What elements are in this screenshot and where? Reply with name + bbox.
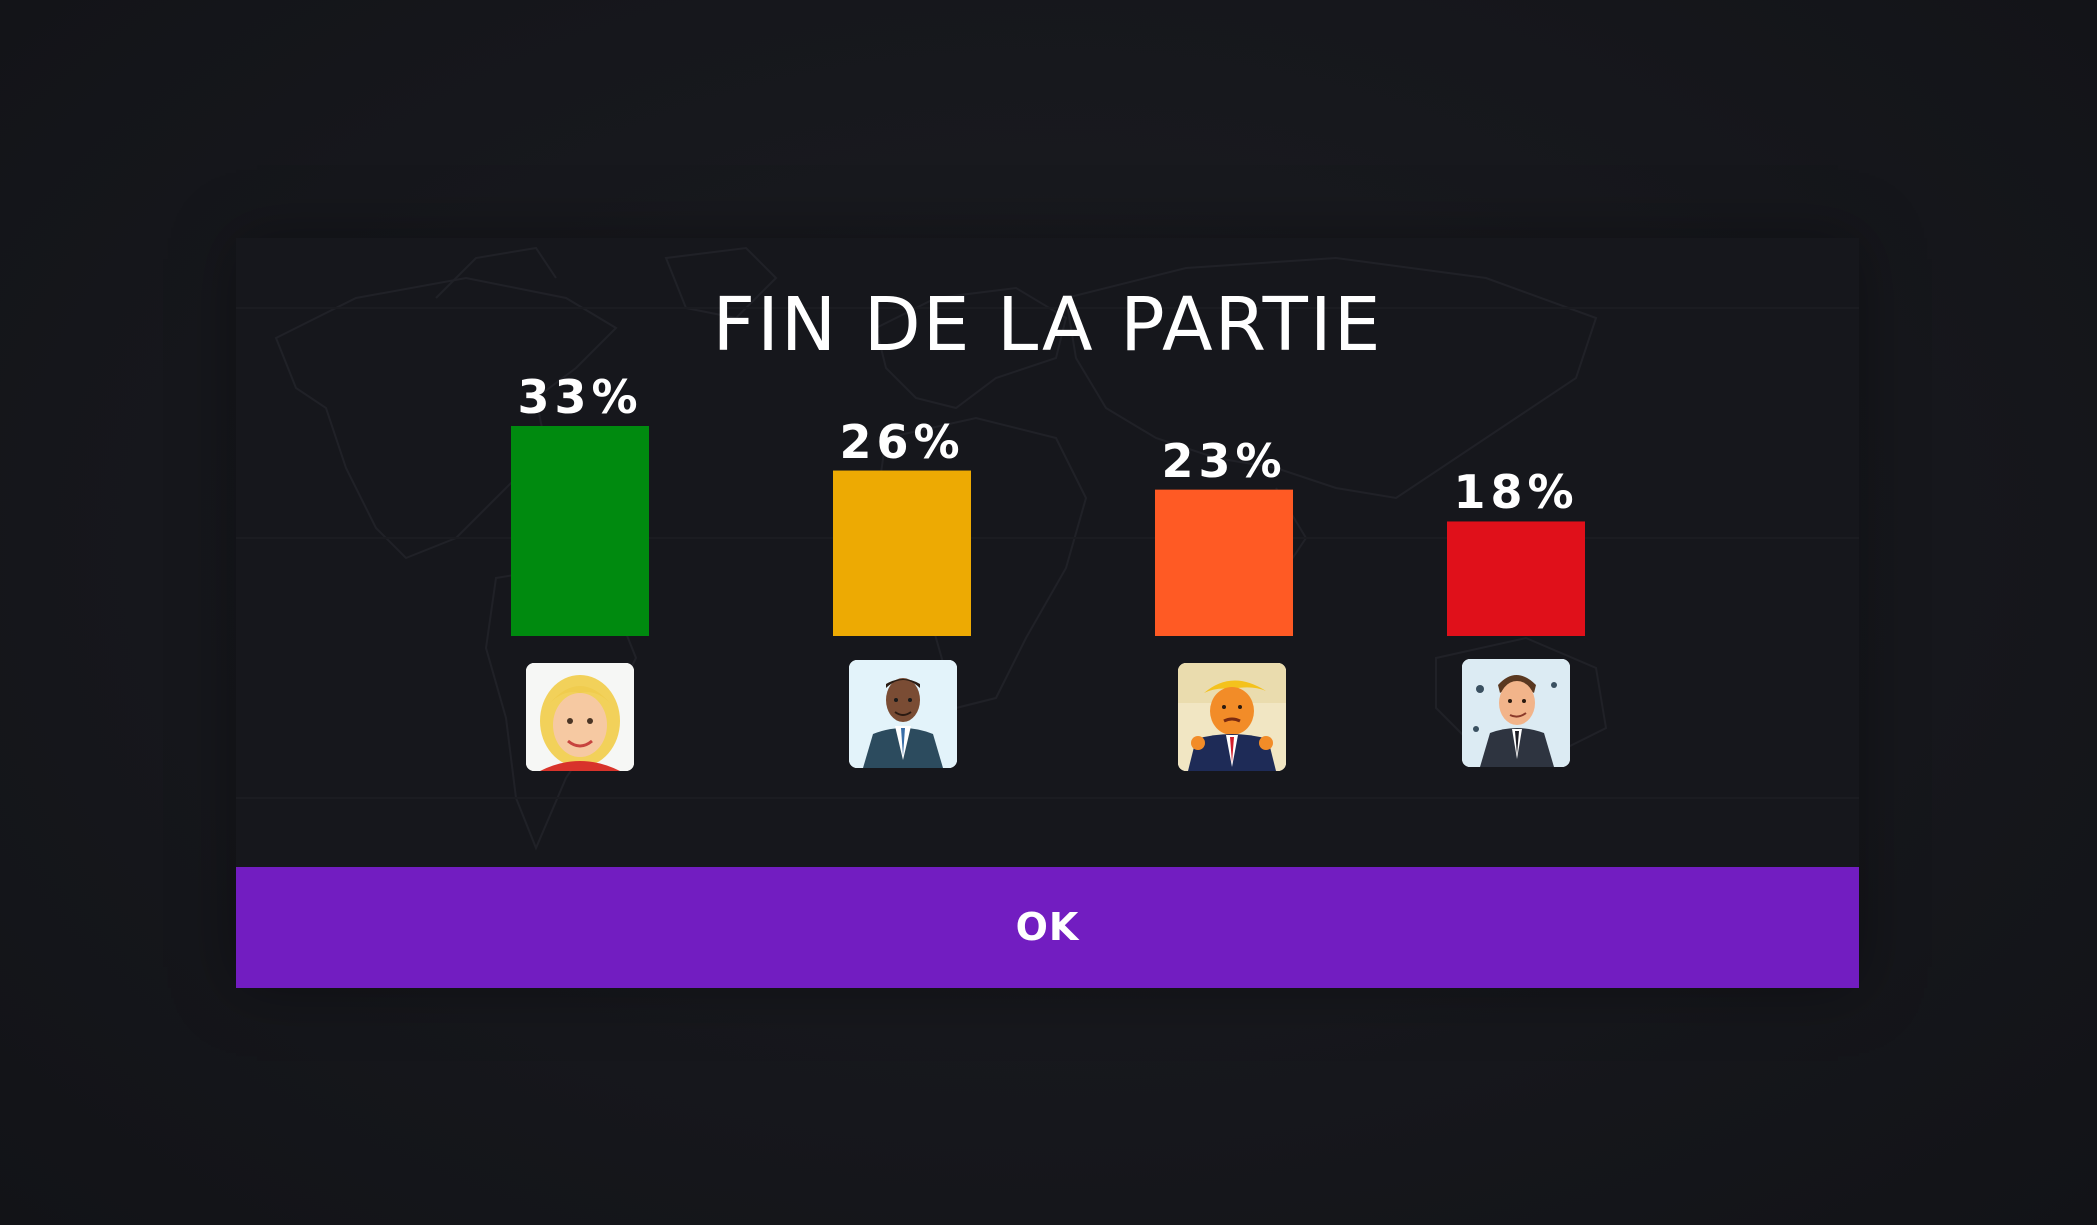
result-bar xyxy=(511,426,649,636)
results-chart: 33% 26% 23% 18% xyxy=(236,238,1859,868)
results-bars xyxy=(511,426,1585,636)
macron-caricature-icon xyxy=(1462,659,1570,767)
trump-caricature-icon xyxy=(1178,663,1286,771)
result-bar xyxy=(833,470,971,636)
clinton-caricature-icon xyxy=(526,663,634,771)
ok-button[interactable]: OK xyxy=(236,867,1859,988)
obama-caricature-icon xyxy=(849,660,957,768)
bar-value-label: 26% xyxy=(839,414,965,469)
bar-value-label: 33% xyxy=(517,370,643,424)
result-bar xyxy=(1155,489,1293,636)
world-map-background xyxy=(236,246,1859,851)
bar-value-label: 18% xyxy=(1453,465,1579,520)
game-over-dialog: FIN DE LA PARTIE 33% 26% 23% 18% xyxy=(236,238,1859,988)
dialog-title: FIN DE LA PARTIE xyxy=(712,282,1383,368)
result-bar xyxy=(1447,521,1585,636)
bar-value-label: 23% xyxy=(1161,433,1287,488)
